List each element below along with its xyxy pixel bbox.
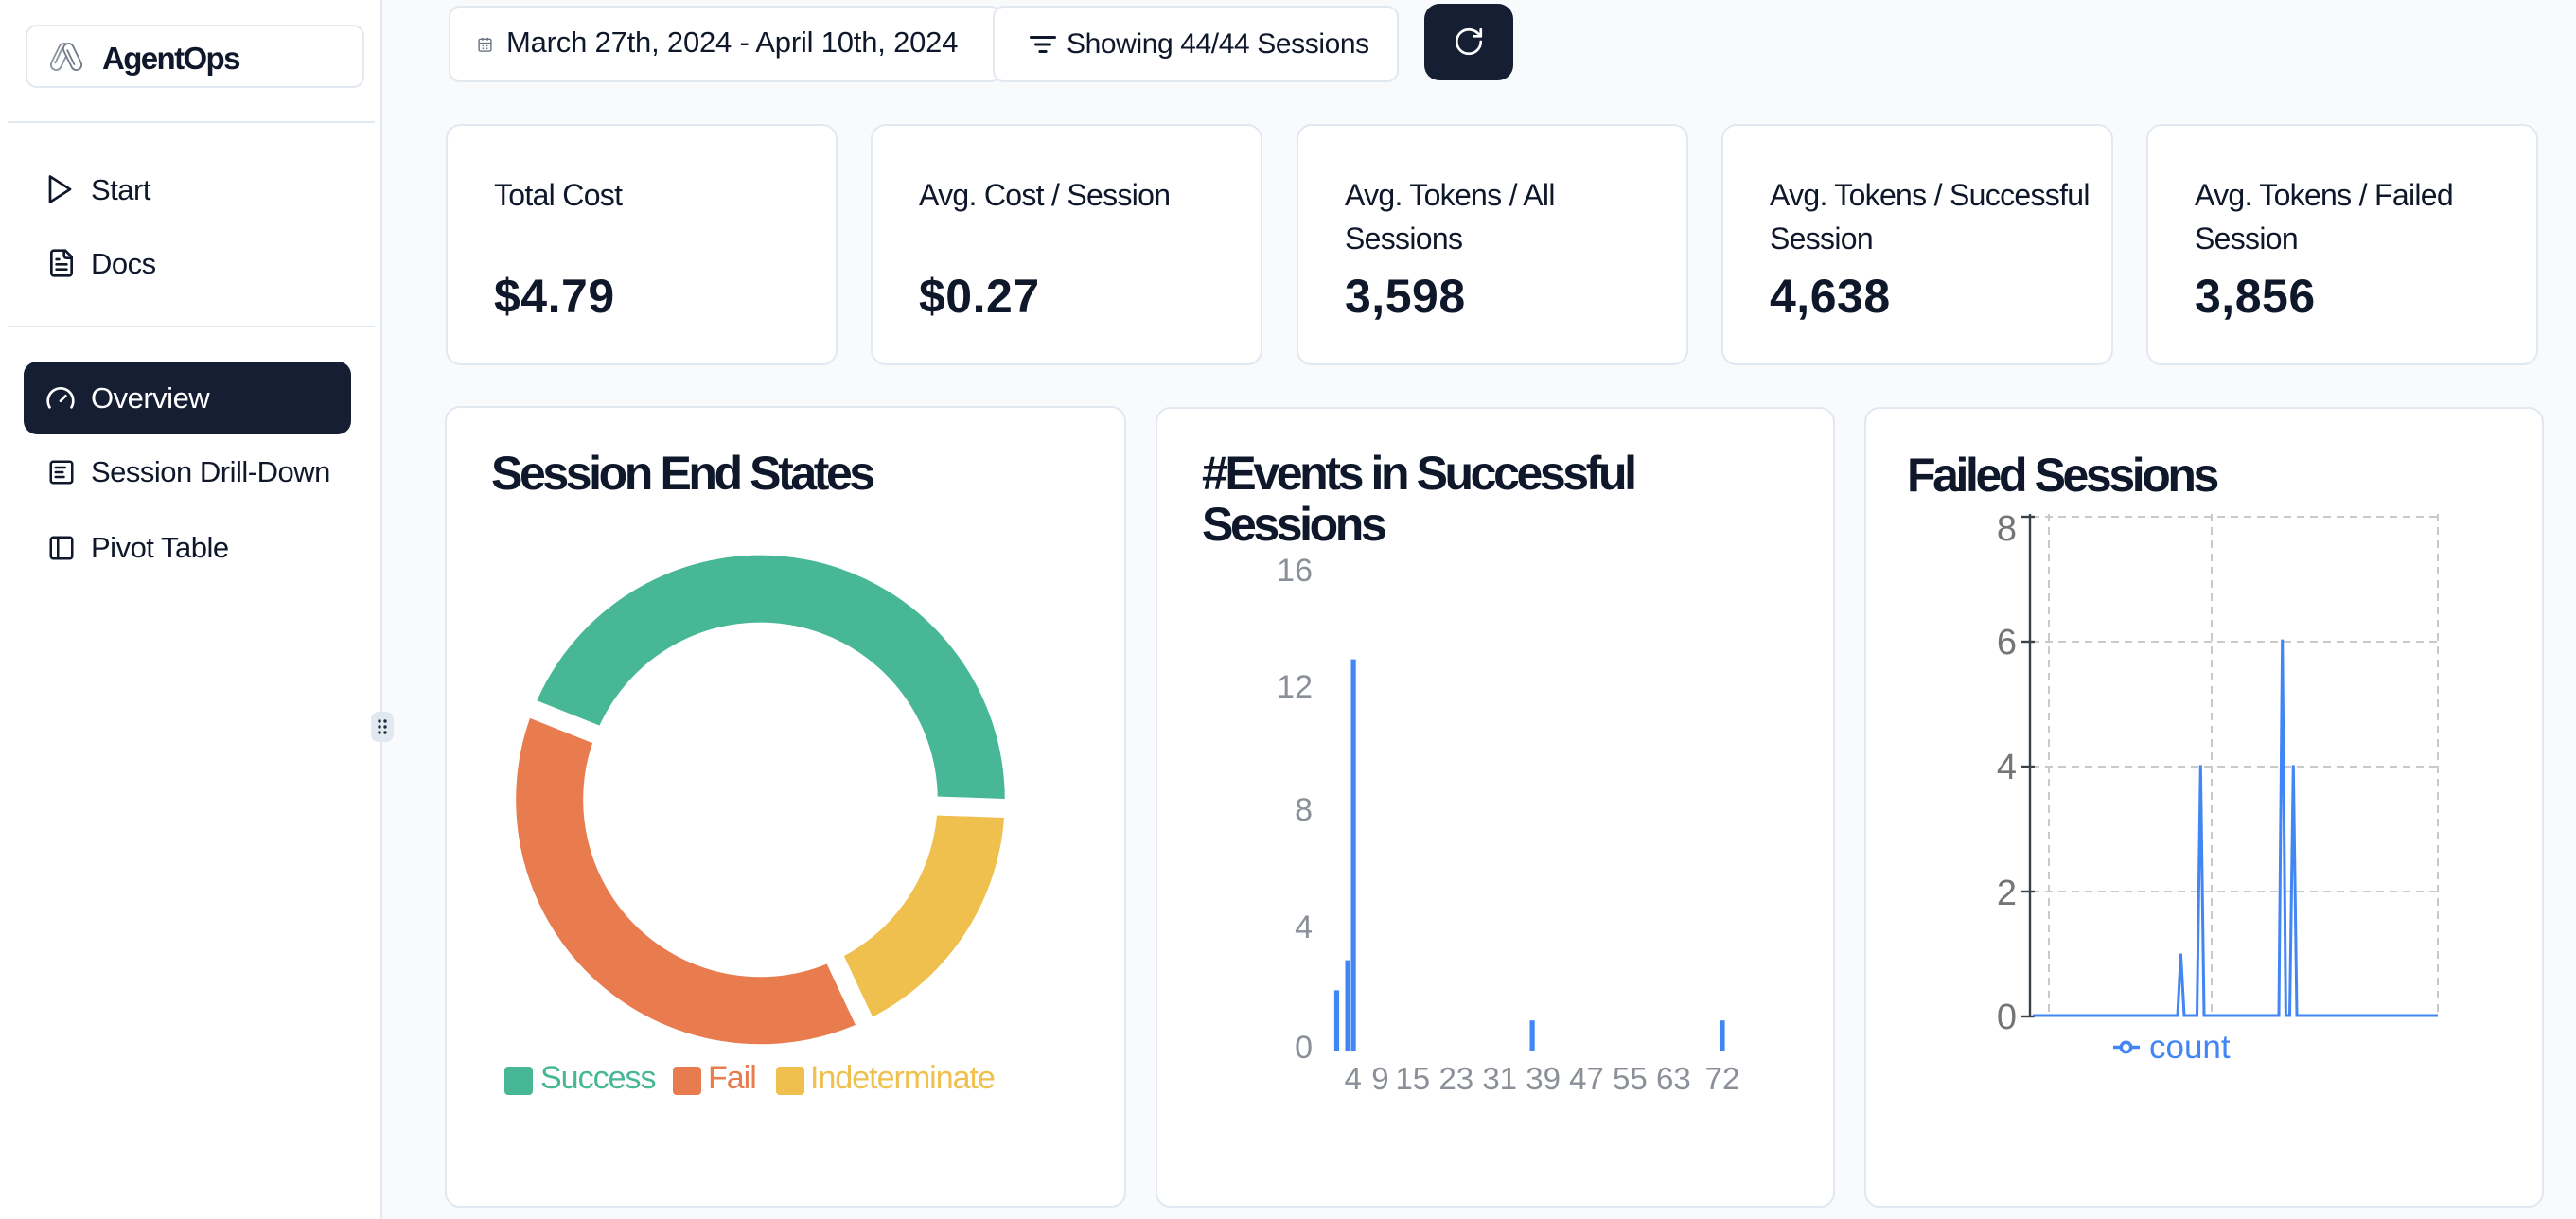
svg-text:count: count <box>2149 1029 2231 1066</box>
svg-text:31: 31 <box>1482 1061 1517 1096</box>
svg-text:55: 55 <box>1613 1061 1648 1096</box>
svg-text:6: 6 <box>1997 623 2017 662</box>
svg-text:23: 23 <box>1438 1061 1473 1096</box>
svg-text:15: 15 <box>1395 1061 1430 1096</box>
svg-text:4: 4 <box>1997 748 2017 787</box>
svg-text:9: 9 <box>1371 1061 1388 1096</box>
svg-text:4: 4 <box>1295 910 1313 945</box>
svg-text:72: 72 <box>1705 1061 1740 1096</box>
svg-text:0: 0 <box>1997 998 2017 1037</box>
svg-text:8: 8 <box>1997 509 2017 549</box>
svg-text:0: 0 <box>1295 1030 1313 1066</box>
svg-text:47: 47 <box>1569 1061 1604 1096</box>
svg-text:2: 2 <box>1997 874 2017 913</box>
svg-text:63: 63 <box>1656 1061 1691 1096</box>
svg-text:16: 16 <box>1277 553 1313 589</box>
svg-text:8: 8 <box>1295 792 1313 828</box>
svg-text:4: 4 <box>1345 1061 1362 1096</box>
svg-text:39: 39 <box>1526 1061 1561 1096</box>
svg-text:12: 12 <box>1277 669 1313 705</box>
